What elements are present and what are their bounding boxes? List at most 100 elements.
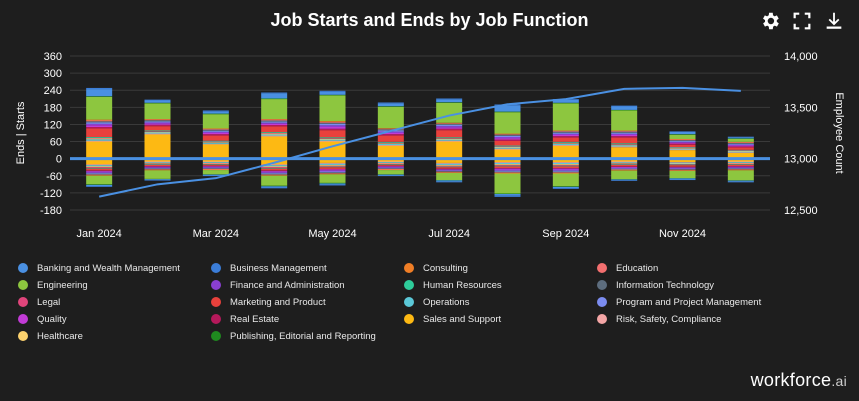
y-tick-label: 120 xyxy=(44,119,62,131)
x-tick-label: Nov 2024 xyxy=(659,228,706,240)
legend-item[interactable]: Banking and Wealth Management xyxy=(18,262,211,274)
legend-item[interactable]: Legal xyxy=(18,296,211,308)
bar-start-segment xyxy=(727,150,754,151)
bar-end-segment xyxy=(261,172,288,174)
legend-item[interactable]: Engineering xyxy=(18,279,211,291)
bar-start-segment xyxy=(669,148,696,150)
bar-end-segment xyxy=(86,175,113,176)
bar-end-segment xyxy=(86,174,113,176)
bar-end-segment xyxy=(436,158,463,163)
legend-item[interactable]: Information Technology xyxy=(597,279,797,291)
bar-start-segment xyxy=(727,144,754,146)
bar-end-segment xyxy=(669,164,696,166)
bar-end-segment xyxy=(202,175,229,177)
fullscreen-icon[interactable] xyxy=(791,10,813,32)
bar-start-segment xyxy=(727,150,754,152)
bar-start-segment xyxy=(144,123,171,125)
bar-end-segment xyxy=(202,162,229,164)
bar-end-segment xyxy=(669,158,696,163)
bar-start-segment xyxy=(319,94,346,96)
bar-start-segment xyxy=(202,142,229,144)
bar-end-segment xyxy=(552,166,579,169)
legend-item[interactable]: Human Resources xyxy=(404,279,597,291)
y-axis-title: Ends | Starts xyxy=(15,101,27,164)
bar-end-segment xyxy=(552,162,579,163)
bar-start-segment xyxy=(494,146,521,147)
legend-label: Human Resources xyxy=(423,279,502,291)
legend-label: Program and Project Management xyxy=(616,296,762,308)
bar-end-segment xyxy=(319,184,346,186)
bar-end-segment xyxy=(727,166,754,167)
bar-start-segment xyxy=(86,87,113,90)
bar-start-segment xyxy=(261,119,288,120)
bar-start-segment xyxy=(436,128,463,131)
bar-start-segment xyxy=(611,145,638,147)
bar-start-segment xyxy=(611,131,638,132)
y-tick-label: -60 xyxy=(46,171,62,183)
bar-end-segment xyxy=(669,178,696,180)
bar-end-segment xyxy=(86,186,113,187)
bar-end-segment xyxy=(377,168,404,170)
bar-end-segment xyxy=(611,170,638,180)
bar-end-segment xyxy=(669,168,696,170)
legend-item[interactable]: Finance and Administration xyxy=(211,279,404,291)
legend-swatch xyxy=(211,331,221,341)
bar-end-segment xyxy=(261,165,288,167)
bar-end-segment xyxy=(611,168,638,169)
bar-end-segment xyxy=(86,168,113,171)
bar-end-segment xyxy=(669,162,696,163)
legend-swatch xyxy=(597,297,607,307)
bar-end-segment xyxy=(261,170,288,171)
bar-start-segment xyxy=(669,147,696,149)
legend-item[interactable]: Quality xyxy=(18,313,211,325)
bar-end-segment xyxy=(494,172,521,174)
bar-end-segment xyxy=(144,163,171,165)
bar-end-segment xyxy=(552,172,579,173)
bar-end-segment xyxy=(86,166,113,168)
bar-end-segment xyxy=(436,165,463,167)
bar-end-segment xyxy=(86,184,113,185)
legend-label: Quality xyxy=(37,313,67,325)
download-icon[interactable] xyxy=(823,10,845,32)
y-tick-label: 300 xyxy=(44,68,62,80)
bar-start-segment xyxy=(319,121,346,122)
bar-start-segment xyxy=(202,129,229,130)
legend-item[interactable]: Publishing, Editorial and Reporting xyxy=(211,330,404,342)
legend-item[interactable]: Risk, Safety, Compliance xyxy=(597,313,797,325)
bar-start-segment xyxy=(86,121,113,123)
legend-item[interactable]: Education xyxy=(597,262,797,274)
bar-end-segment xyxy=(727,166,754,168)
legend-item[interactable]: Business Management xyxy=(211,262,404,274)
bar-start-segment xyxy=(669,131,696,135)
bar-end-segment xyxy=(611,168,638,170)
bar-end-segment xyxy=(494,194,521,196)
bar-start-segment xyxy=(669,146,696,148)
bar-start-segment xyxy=(319,139,346,141)
legend-item[interactable]: Healthcare xyxy=(18,330,211,342)
legend-label: Legal xyxy=(37,296,61,308)
bar-end-segment xyxy=(261,186,288,188)
legend-item[interactable]: Operations xyxy=(404,296,597,308)
bar-end-segment xyxy=(727,181,754,183)
gear-icon[interactable] xyxy=(759,10,781,32)
bar-end-segment xyxy=(202,161,229,163)
y-tick-label: 60 xyxy=(50,137,62,149)
legend-item[interactable]: Program and Project Management xyxy=(597,296,797,308)
legend-item[interactable]: Sales and Support xyxy=(404,313,597,325)
bar-start-segment xyxy=(552,130,579,132)
legend-swatch xyxy=(597,263,607,273)
legend-item[interactable]: Consulting xyxy=(404,262,597,274)
bar-end-segment xyxy=(552,173,579,187)
legend-label: Education xyxy=(616,262,659,274)
bar-start-segment xyxy=(494,148,521,150)
legend-label: Engineering xyxy=(37,279,88,291)
bar-start-segment xyxy=(144,119,171,120)
legend-swatch xyxy=(404,280,414,290)
bar-end-segment xyxy=(319,174,346,183)
bar-end-segment xyxy=(494,166,521,169)
bar-start-segment xyxy=(377,128,404,129)
bar-end-segment xyxy=(611,167,638,169)
legend-item[interactable]: Marketing and Product xyxy=(211,296,404,308)
legend-item[interactable]: Real Estate xyxy=(211,313,404,325)
bar-end-segment xyxy=(494,165,521,167)
